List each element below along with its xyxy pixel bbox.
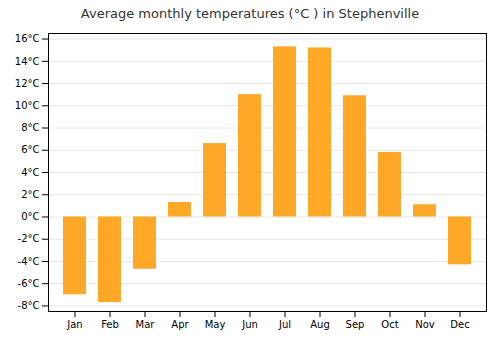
svg-text:-2°C: -2°C (18, 233, 40, 244)
svg-text:-8°C: -8°C (18, 300, 40, 311)
svg-text:Mar: Mar (136, 319, 156, 330)
html-text:Average monthly temperatures (: Average monthly temperatures (°C ) in St… (80, 6, 420, 21)
svg-text:0°C: 0°C (21, 211, 39, 222)
svg-text:Apr: Apr (171, 319, 189, 330)
svg-text:Jan: Jan (66, 319, 82, 330)
svg-text:14°C: 14°C (15, 56, 40, 67)
svg-text:-6°C: -6°C (18, 278, 40, 289)
svg-text:16°C: 16°C (15, 33, 40, 44)
svg-text:Aug: Aug (310, 319, 330, 330)
svg-text:6°C: 6°C (21, 144, 39, 155)
svg-text:Nov: Nov (415, 319, 435, 330)
svg-text:4°C: 4°C (21, 167, 39, 178)
svg-text:8°C: 8°C (21, 122, 39, 133)
svg-text:Jul: Jul (278, 319, 291, 330)
svg-text:Sep: Sep (346, 319, 365, 330)
svg-text:-4°C: -4°C (18, 256, 40, 267)
svg-text:Dec: Dec (450, 319, 469, 330)
svg-text:10°C: 10°C (15, 100, 40, 111)
svg-text:12°C: 12°C (15, 78, 40, 89)
svg-text:Jun: Jun (241, 319, 258, 330)
svg-text:Feb: Feb (101, 319, 119, 330)
svg-text:Oct: Oct (381, 319, 398, 330)
svg-text:2°C: 2°C (21, 189, 39, 200)
svg-text:May: May (205, 319, 226, 330)
